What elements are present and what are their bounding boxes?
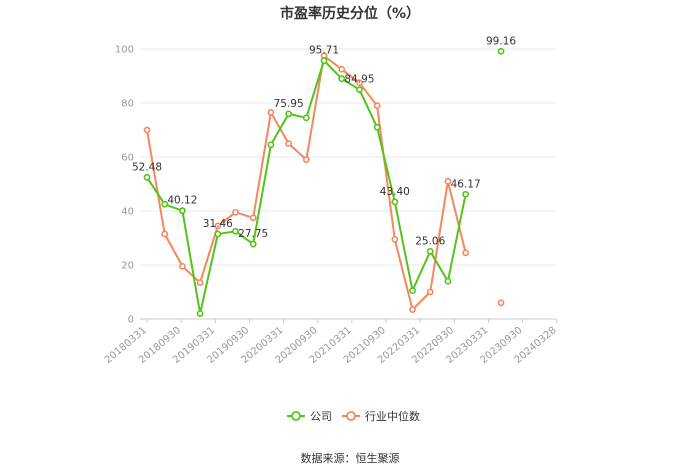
series-0-point-18 — [462, 190, 470, 198]
data-label-12: 84.95 — [344, 74, 374, 86]
legend-industry-marker — [346, 411, 356, 421]
series-1-point-13 — [373, 102, 381, 110]
series-1-point-0 — [143, 126, 151, 134]
series-1-point-2 — [179, 262, 186, 270]
series-0-point-0 — [143, 173, 151, 181]
series-0-point-17 — [444, 277, 452, 285]
y-tick-label-80: 80 — [121, 99, 134, 110]
y-tick-label-100: 100 — [115, 45, 134, 56]
legend-company-marker — [291, 411, 301, 421]
legend-item-industry-median[interactable]: 行业中位数 — [342, 409, 420, 423]
series-1-point-15 — [409, 306, 416, 313]
data-label-20: 99.16 — [486, 35, 516, 47]
series-0-point-8 — [285, 110, 293, 118]
series-1-point-18 — [462, 249, 470, 257]
data-label-0: 52.48 — [132, 161, 162, 173]
series-1-point-6 — [249, 214, 257, 222]
series-1-point-16 — [426, 288, 434, 296]
series-layer — [143, 47, 505, 317]
chart-title: 市盈率历史分位（%） — [280, 5, 420, 22]
legend-item-company[interactable]: 公司 — [287, 410, 332, 423]
series-0-point-4 — [214, 230, 222, 238]
series-1-point-8 — [285, 140, 293, 147]
legend-company-label: 公司 — [310, 410, 332, 423]
legend[interactable]: 公司 行业中位数 — [287, 409, 420, 423]
series-1-point-17 — [444, 177, 452, 185]
y-tick-label-20: 20 — [121, 261, 134, 272]
data-label-16: 25.06 — [415, 235, 445, 247]
series-1-point-20 — [497, 299, 505, 307]
data-label-18: 46.17 — [451, 178, 481, 190]
y-tick-label-60: 60 — [121, 153, 134, 164]
series-0-point-10 — [320, 57, 328, 64]
series-1-point-7 — [267, 109, 275, 116]
data-label-14: 43.40 — [380, 186, 410, 198]
series-1-point-12 — [356, 79, 363, 87]
series-0-point-9 — [302, 114, 310, 122]
series-1-point-14 — [391, 235, 399, 243]
series-company — [143, 47, 505, 317]
series-1-point-1 — [161, 230, 169, 238]
data-label-layer: 52.48 40.12 31.46 27.75 75.95 95.71 84.95 43.40… — [132, 35, 516, 247]
grid-layer — [140, 48, 556, 320]
data-label-6: 27.75 — [238, 228, 268, 240]
data-label-2: 40.12 — [167, 195, 197, 207]
series-0-point-3 — [196, 310, 204, 317]
series-industry-median — [143, 52, 505, 313]
series-0-point-5 — [232, 227, 239, 235]
series-0-point-1 — [161, 200, 169, 208]
series-0-point-16 — [426, 247, 434, 255]
series-0-point-13 — [373, 123, 381, 131]
series-0-point-14 — [391, 198, 399, 206]
series-0-point-7 — [267, 141, 275, 149]
series-0-point-20 — [497, 47, 505, 55]
series-1-point-5 — [232, 208, 239, 216]
series-0-point-15 — [409, 287, 416, 295]
series-1-point-9 — [302, 156, 310, 164]
series-0-point-11 — [338, 75, 346, 83]
data-label-10: 95.71 — [309, 45, 339, 57]
series-line-0 — [146, 59, 467, 315]
data-label-8: 75.95 — [274, 98, 304, 110]
series-1-point-4 — [214, 222, 222, 230]
data-label-4: 31.46 — [203, 218, 233, 230]
y-tick-label-0: 0 — [128, 315, 134, 326]
series-0-point-2 — [179, 207, 186, 215]
legend-industry-label: 行业中位数 — [365, 409, 420, 423]
series-1-point-3 — [196, 279, 204, 286]
series-line-1 — [146, 54, 467, 311]
y-tick-label-40: 40 — [121, 207, 134, 218]
series-0-point-12 — [356, 86, 363, 94]
series-0-point-6 — [249, 240, 257, 248]
data-source: 数据来源：恒生聚源 — [301, 451, 400, 465]
series-1-point-11 — [338, 65, 346, 73]
